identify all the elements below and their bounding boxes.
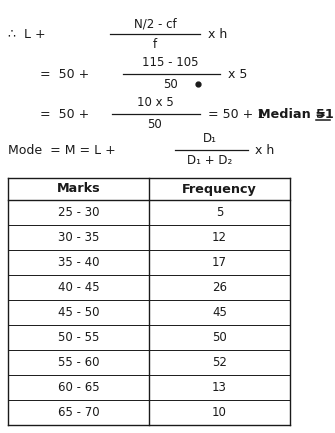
Text: 60 - 65: 60 - 65 — [58, 381, 99, 394]
Text: 50: 50 — [148, 119, 162, 132]
Text: x 5: x 5 — [228, 68, 247, 81]
Text: x h: x h — [255, 143, 274, 156]
Text: Frequency: Frequency — [182, 182, 257, 196]
Text: D₁ + D₂: D₁ + D₂ — [187, 155, 232, 168]
Text: 45: 45 — [212, 306, 227, 319]
Text: 51: 51 — [316, 107, 334, 120]
Text: =  50 +: = 50 + — [40, 68, 89, 81]
Text: 17: 17 — [212, 256, 227, 269]
Text: 45 - 50: 45 - 50 — [58, 306, 99, 319]
Text: =  50 +: = 50 + — [40, 107, 89, 120]
Text: 12: 12 — [212, 231, 227, 244]
Text: 50 - 55: 50 - 55 — [58, 331, 99, 344]
Text: 115 - 105: 115 - 105 — [142, 56, 198, 70]
Text: Mode  = M = L +: Mode = M = L + — [8, 145, 116, 158]
Text: Median =: Median = — [258, 107, 331, 120]
Text: 10 x 5: 10 x 5 — [137, 97, 174, 110]
Text: N/2 - cf: N/2 - cf — [134, 17, 176, 30]
Text: 10: 10 — [212, 406, 227, 419]
Text: 40 - 45: 40 - 45 — [58, 281, 99, 294]
Text: 50: 50 — [162, 78, 177, 91]
Text: 35 - 40: 35 - 40 — [58, 256, 99, 269]
Text: 52: 52 — [212, 356, 227, 369]
Text: 25 - 30: 25 - 30 — [58, 206, 99, 219]
Text: 5: 5 — [216, 206, 223, 219]
Text: 55 - 60: 55 - 60 — [58, 356, 99, 369]
Text: 26: 26 — [212, 281, 227, 294]
Text: D₁: D₁ — [203, 132, 217, 145]
Text: = 50 + 1: = 50 + 1 — [208, 107, 265, 120]
Text: 50: 50 — [212, 331, 227, 344]
Text: ∴  L +: ∴ L + — [8, 29, 46, 42]
Text: 13: 13 — [212, 381, 227, 394]
Text: f: f — [153, 39, 157, 52]
Text: 30 - 35: 30 - 35 — [58, 231, 99, 244]
Text: x h: x h — [208, 28, 227, 41]
Text: Marks: Marks — [57, 182, 100, 196]
Text: 65 - 70: 65 - 70 — [58, 406, 99, 419]
